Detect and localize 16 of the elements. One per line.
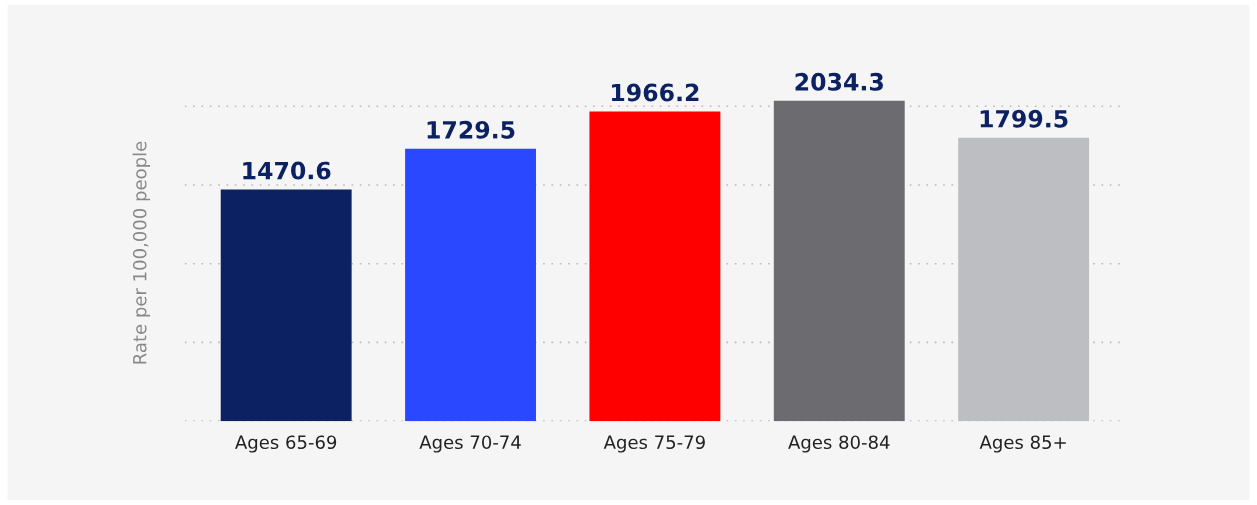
x-tick-label: Ages 65-69	[235, 435, 337, 453]
bar	[220, 189, 352, 422]
bar	[958, 137, 1090, 422]
x-tick-label: Ages 85+	[979, 435, 1066, 453]
data-label: 1470.6	[243, 161, 331, 180]
y-axis-title: Rate per 100,000 people	[132, 141, 151, 364]
data-label: 1729.5	[427, 120, 515, 139]
bar	[589, 111, 721, 422]
x-tick-label: Ages 75-79	[603, 435, 705, 453]
data-label: 1799.5	[980, 109, 1068, 128]
bar	[773, 100, 905, 422]
x-tick-label: Ages 80-84	[788, 435, 890, 453]
bar	[405, 148, 536, 422]
x-tick-label: Ages 70-74	[419, 435, 521, 453]
data-label: 2034.3	[795, 72, 883, 91]
data-label: 1966.2	[612, 83, 699, 102]
